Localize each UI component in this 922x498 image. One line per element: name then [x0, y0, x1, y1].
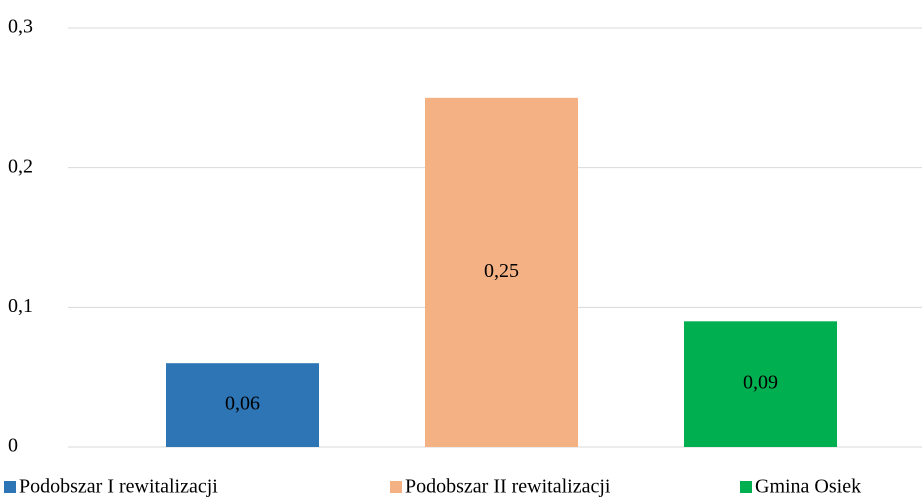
legend-label: Podobszar II rewitalizacji	[405, 476, 611, 498]
legend-swatch	[740, 481, 752, 493]
data-label: 0,25	[484, 260, 519, 282]
data-label: 0,06	[225, 393, 260, 415]
bar	[166, 363, 319, 447]
legend-swatch	[4, 481, 16, 493]
y-tick-label: 0,3	[8, 16, 33, 38]
bar	[684, 321, 837, 447]
y-tick-label: 0	[8, 435, 18, 457]
legend-label: Gmina Osiek	[755, 476, 861, 498]
legend-label: Podobszar I rewitalizacji	[19, 476, 218, 498]
y-tick-label: 0,2	[8, 155, 33, 177]
data-label: 0,09	[743, 372, 778, 394]
bar	[425, 97, 578, 447]
legend-swatch	[390, 481, 402, 493]
y-tick-label: 0,1	[8, 295, 33, 317]
